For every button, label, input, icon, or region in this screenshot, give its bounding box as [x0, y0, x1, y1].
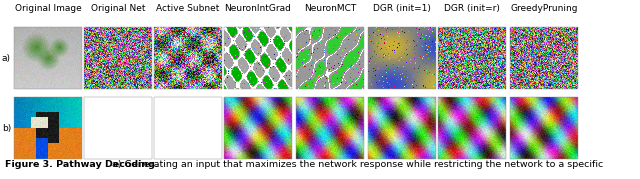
Bar: [224, 27, 292, 89]
Text: Original Net: Original Net: [91, 4, 145, 13]
Bar: [368, 97, 436, 159]
Bar: [154, 27, 222, 89]
Bar: [84, 27, 152, 89]
Text: a): a): [2, 54, 11, 62]
Text: GreedyPruning: GreedyPruning: [510, 4, 578, 13]
Text: b): b): [2, 124, 12, 132]
Text: NeuronMCT: NeuronMCT: [304, 4, 356, 13]
Text: Figure 3. Pathway Decoding.: Figure 3. Pathway Decoding.: [5, 160, 159, 169]
Text: Active Subnet: Active Subnet: [156, 4, 220, 13]
Bar: [510, 27, 578, 89]
Bar: [224, 97, 292, 159]
Bar: [296, 97, 364, 159]
Bar: [368, 27, 436, 89]
Bar: [510, 97, 578, 159]
Bar: [438, 97, 506, 159]
Text: DGR (init=r): DGR (init=r): [444, 4, 500, 13]
Bar: [84, 97, 152, 159]
Text: Original Image: Original Image: [15, 4, 81, 13]
Bar: [14, 27, 82, 89]
Bar: [154, 97, 222, 159]
Bar: [296, 27, 364, 89]
Bar: [14, 97, 82, 159]
Text: a) Generating an input that maximizes the network response while restricting the: a) Generating an input that maximizes th…: [109, 160, 604, 169]
Text: NeuronIntGrad: NeuronIntGrad: [225, 4, 291, 13]
Text: DGR (init=1): DGR (init=1): [373, 4, 431, 13]
Bar: [438, 27, 506, 89]
